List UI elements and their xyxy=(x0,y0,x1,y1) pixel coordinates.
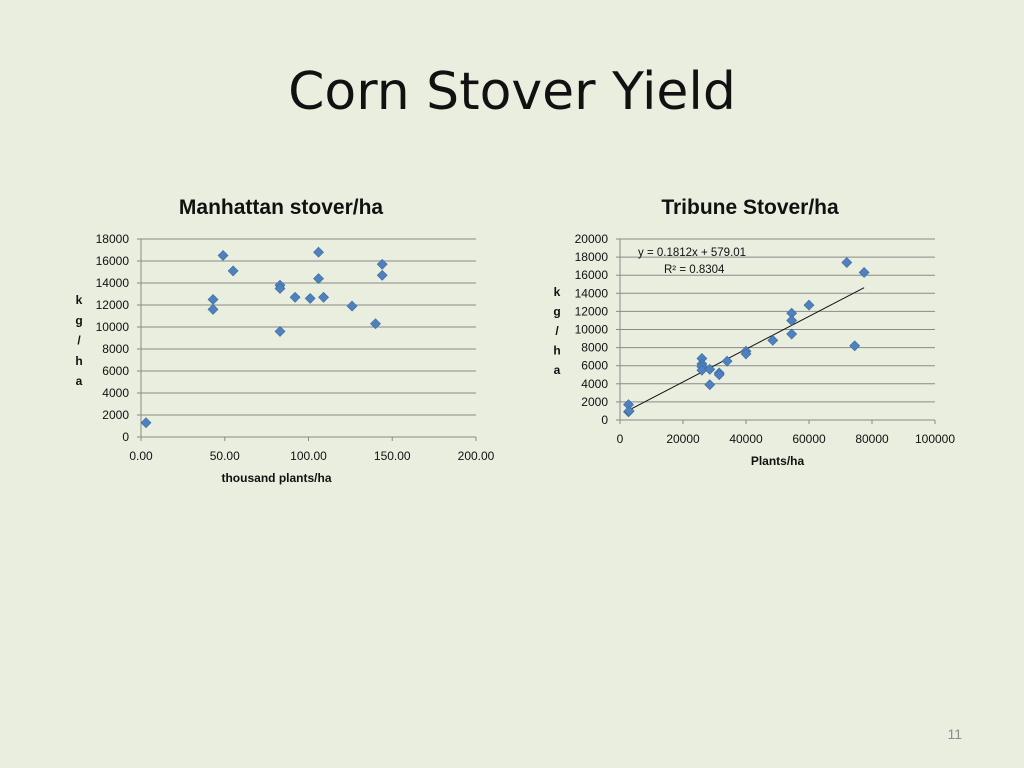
manhattan-xtick-label: 100.00 xyxy=(290,449,327,463)
tribune-chart-title: Tribune Stover/ha xyxy=(661,196,839,219)
manhattan-chart-title: Manhattan stover/ha xyxy=(179,196,384,219)
manhattan-data-point xyxy=(370,318,381,330)
tribune-data-point xyxy=(713,369,725,381)
manhattan-xtick-label: 50.00 xyxy=(210,449,240,463)
manhattan-ytick-label: 4000 xyxy=(102,386,129,400)
manhattan-ytick-label: 8000 xyxy=(102,342,129,356)
tribune-data-point xyxy=(721,355,733,367)
manhattan-data-point xyxy=(313,273,324,285)
manhattan-xtick-label: 200.00 xyxy=(458,449,495,463)
manhattan-x-axis-label: thousand plants/ha xyxy=(221,471,331,485)
manhattan-data-point xyxy=(304,292,316,304)
tribune-ytick-label: 16000 xyxy=(575,268,609,282)
tribune-ytick-label: 12000 xyxy=(575,304,609,318)
manhattan-data-point xyxy=(346,300,358,312)
manhattan-ytick-label: 6000 xyxy=(102,364,129,378)
manhattan-ytick-label: 12000 xyxy=(96,298,130,312)
manhattan-data-point xyxy=(313,246,324,258)
tribune-ytick-label: 2000 xyxy=(581,395,608,409)
manhattan-ytick-label: 2000 xyxy=(102,408,129,422)
tribune-xtick-label: 100000 xyxy=(915,432,955,446)
page-number: 11 xyxy=(947,726,962,742)
tribune-data-point xyxy=(623,405,635,417)
manhattan-data-point xyxy=(318,291,329,303)
manhattan-data-point xyxy=(289,291,301,303)
tribune-ytick-label: 18000 xyxy=(575,250,609,264)
tribune-ytick-label: 0 xyxy=(601,413,608,427)
tribune-ytick-label: 20000 xyxy=(575,232,609,246)
tribune-x-axis-label: Plants/ha xyxy=(751,454,805,468)
tribune-xtick-label: 60000 xyxy=(792,432,826,446)
tribune-xtick-label: 80000 xyxy=(855,432,889,446)
tribune-data-point xyxy=(740,348,752,360)
manhattan-ytick-label: 16000 xyxy=(96,254,130,268)
manhattan-data-point xyxy=(376,269,388,281)
manhattan-xtick-label: 0.00 xyxy=(129,449,153,463)
manhattan-y-axis-label-char: / xyxy=(77,334,81,348)
tribune-ytick-label: 8000 xyxy=(581,341,608,355)
tribune-ytick-label: 4000 xyxy=(581,377,608,391)
manhattan-data-point xyxy=(207,303,219,315)
tribune-xtick-label: 0 xyxy=(617,432,624,446)
tribune-y-axis-label-char: h xyxy=(553,344,560,358)
manhattan-ytick-label: 10000 xyxy=(96,320,130,334)
manhattan-data-point xyxy=(274,283,286,294)
tribune-xtick-label: 40000 xyxy=(729,432,763,446)
tribune-data-point xyxy=(858,267,870,278)
tribune-y-axis-label-char: a xyxy=(554,363,561,377)
tribune-data-point xyxy=(849,340,861,352)
tribune-data-point xyxy=(767,334,779,346)
manhattan-xtick-label: 150.00 xyxy=(374,449,411,463)
tribune-y-axis-label-char: k xyxy=(554,285,561,299)
slide-title: Corn Stover Yield xyxy=(288,62,736,122)
manhattan-data-point xyxy=(217,250,229,261)
tribune-data-point xyxy=(786,328,798,340)
tribune-ytick-label: 6000 xyxy=(581,359,608,373)
tribune-r-squared-label: R² = 0.8304 xyxy=(664,264,725,276)
tribune-ytick-label: 14000 xyxy=(575,286,609,300)
manhattan-y-axis-label-char: h xyxy=(75,354,82,368)
tribune-data-point xyxy=(704,363,716,375)
tribune-y-axis-label-char: g xyxy=(553,305,560,319)
tribune-trendline-equation: y = 0.1812x + 579.01 xyxy=(638,247,746,259)
manhattan-ytick-label: 0 xyxy=(122,430,129,444)
tribune-data-point xyxy=(803,299,815,311)
manhattan-data-point xyxy=(140,417,152,429)
manhattan-ytick-label: 14000 xyxy=(96,276,130,290)
manhattan-data-point xyxy=(376,258,388,270)
manhattan-y-axis-label-char: k xyxy=(76,293,83,307)
tribune-data-point xyxy=(786,315,798,326)
tribune-ytick-label: 10000 xyxy=(575,323,609,337)
manhattan-y-axis-label-char: g xyxy=(75,313,82,327)
manhattan-data-point xyxy=(274,325,286,337)
manhattan-ytick-label: 18000 xyxy=(96,232,130,246)
tribune-y-axis-label-char: / xyxy=(555,324,559,338)
manhattan-y-axis-label-char: a xyxy=(76,374,83,388)
manhattan-data-point xyxy=(227,265,239,277)
tribune-xtick-label: 20000 xyxy=(666,432,700,446)
tribune-data-point xyxy=(841,257,853,268)
tribune-data-point xyxy=(704,379,716,391)
